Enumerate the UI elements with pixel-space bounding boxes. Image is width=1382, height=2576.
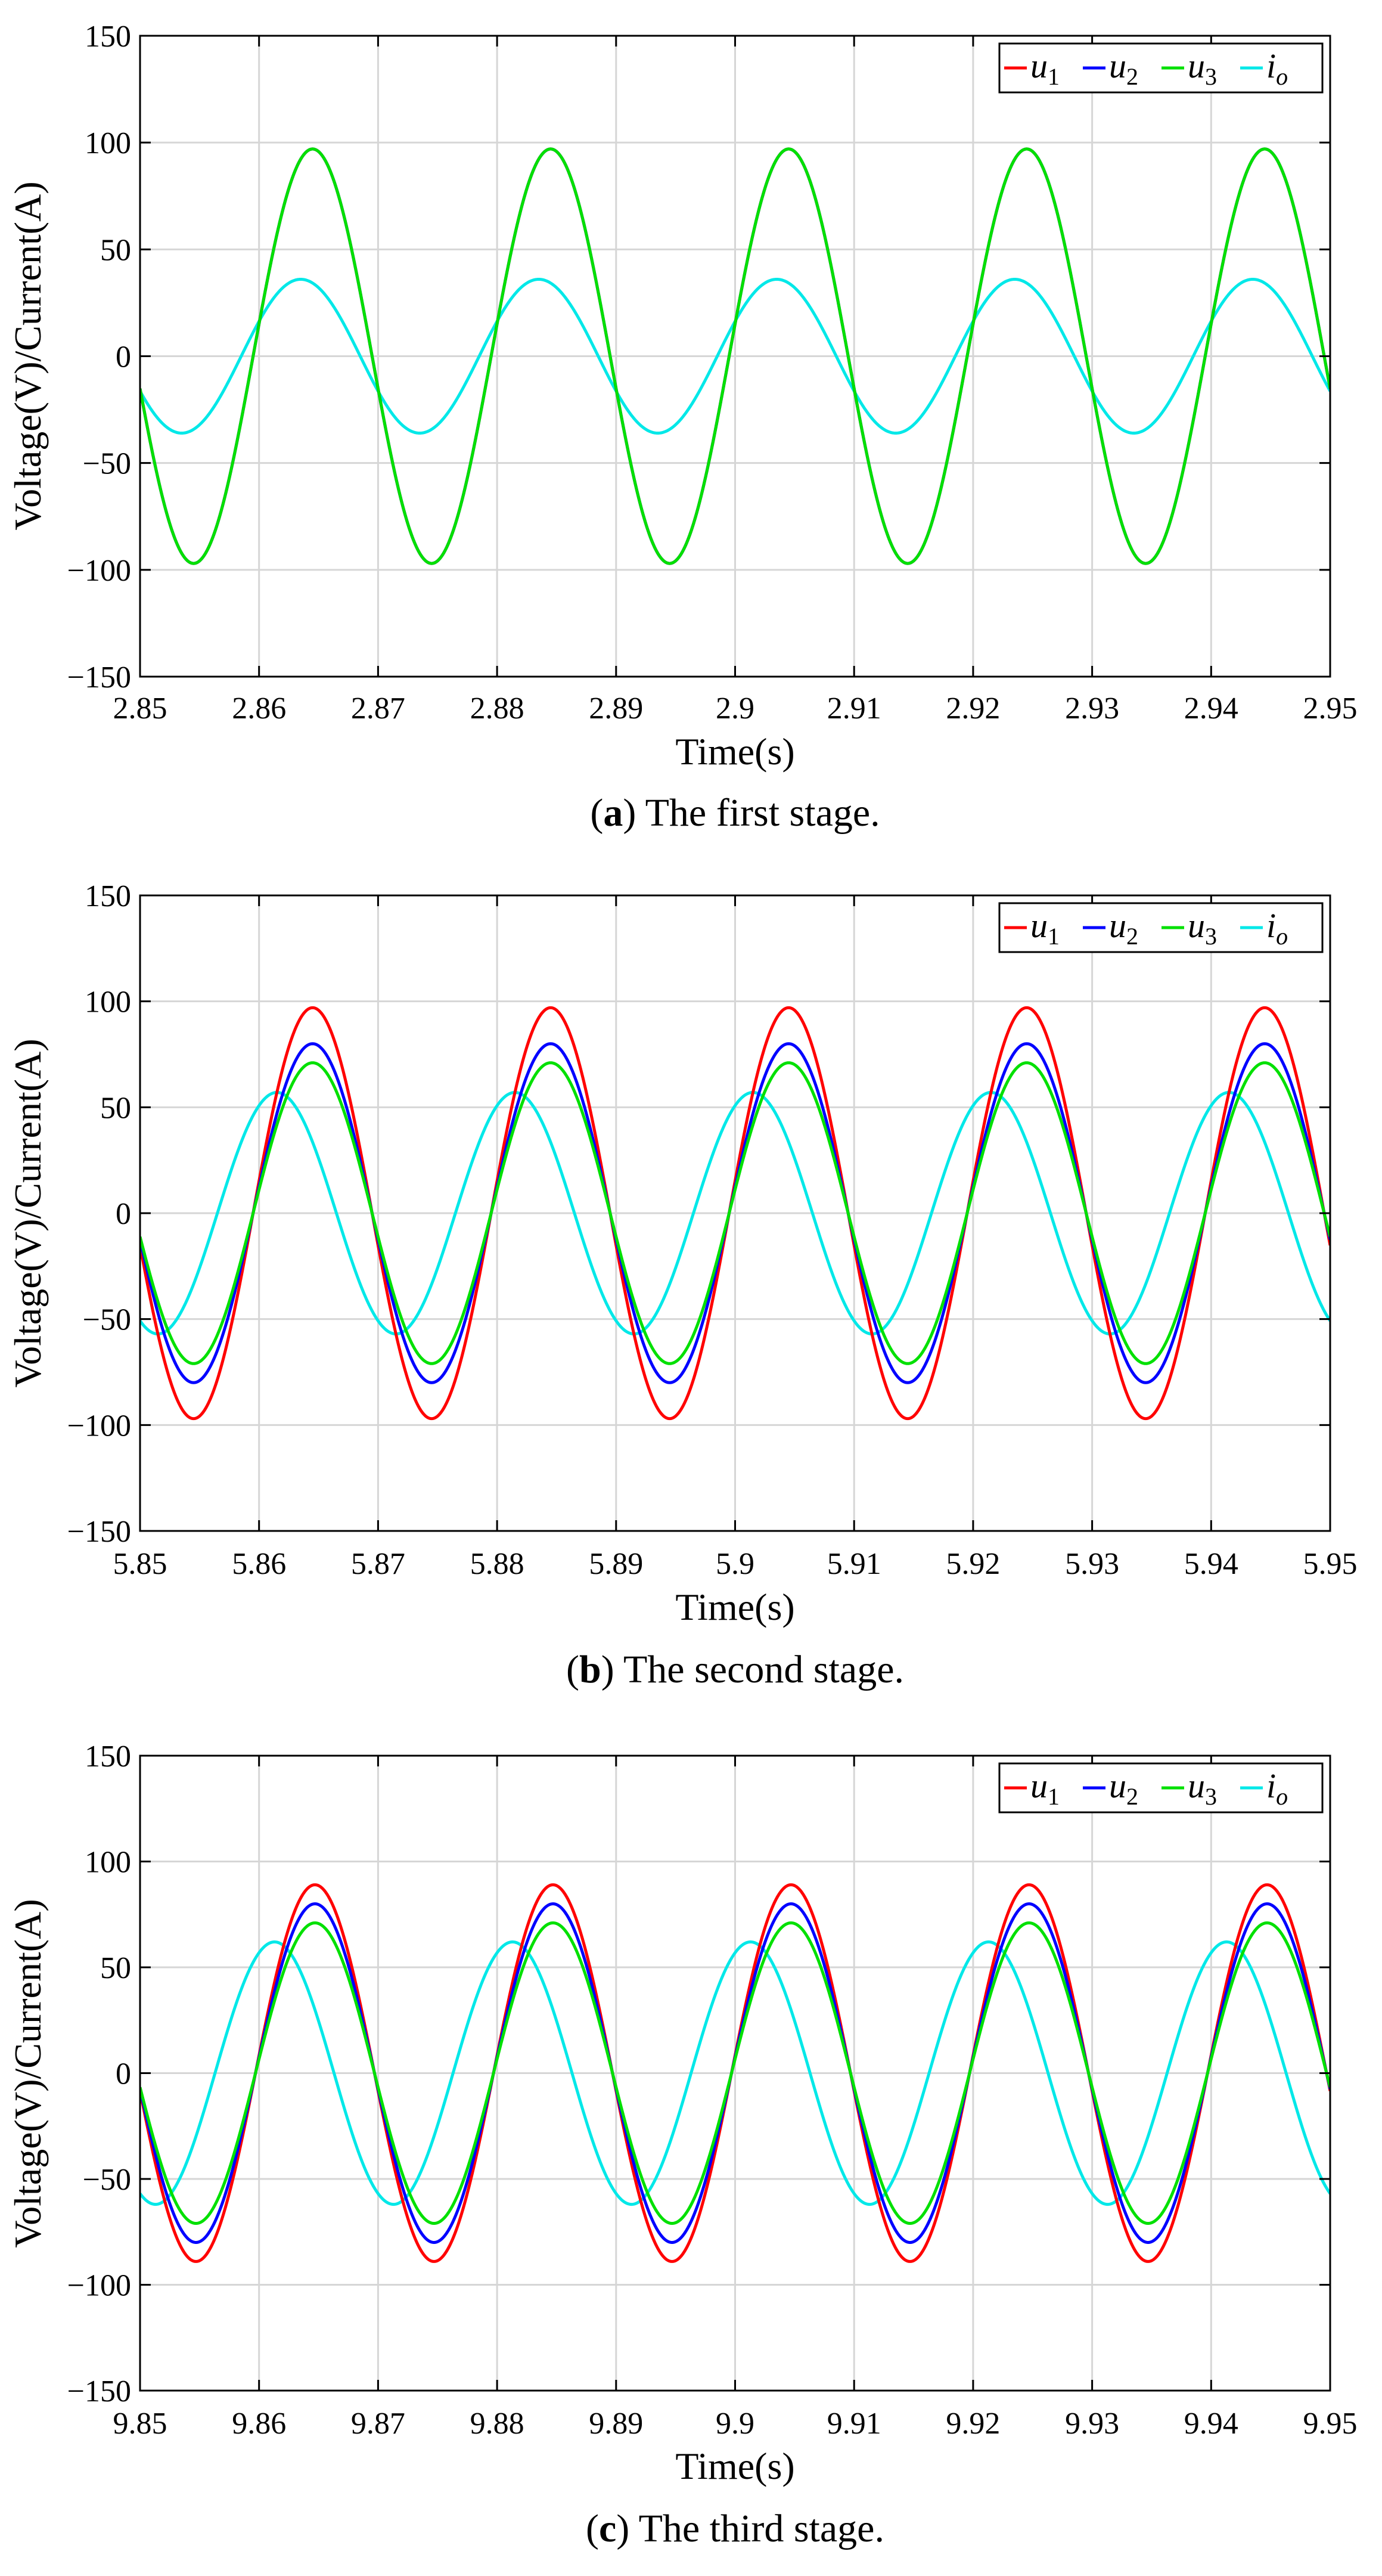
x-tick-label: 5.89 (589, 1547, 643, 1581)
x-tick-label: 9.85 (113, 2407, 167, 2441)
x-tick-label: 5.94 (1184, 1547, 1238, 1581)
legend-label-u1: u1 (1030, 1766, 1060, 1810)
legend-label-io: io (1266, 1766, 1288, 1810)
x-tick-label: 9.95 (1303, 2407, 1358, 2441)
legend-label-u1: u1 (1030, 906, 1060, 950)
x-tick-label: 5.9 (716, 1547, 754, 1581)
x-tick-label: 2.88 (470, 692, 524, 726)
x-tick-label: 9.89 (589, 2407, 643, 2441)
legend: u1 u2 u3 io (998, 42, 1324, 94)
legend-box (998, 1762, 1324, 1814)
chart-panel-c: 9.85 9.86 9.87 9.88 9.89 9.9 9.91 9.92 9.93 9.94 9… (7, 1740, 1358, 2550)
x-tick-label: 9.88 (470, 2407, 524, 2441)
x-tick-label: 5.86 (232, 1547, 286, 1581)
x-tick-label: 5.95 (1303, 1547, 1358, 1581)
y-tick-label: −100 (67, 1409, 131, 1443)
x-axis-title: Time(s) (675, 1586, 794, 1628)
y-tick-label: 150 (85, 20, 131, 54)
y-tick-label: 50 (100, 1091, 131, 1125)
y-tick-label: 50 (100, 1951, 131, 1985)
x-tick-label: 9.87 (351, 2407, 405, 2441)
series-line-u3 (140, 1061, 1330, 1365)
y-tick-label: 0 (116, 340, 131, 374)
x-tick-label: 9.94 (1184, 2407, 1238, 2441)
y-tick-label: −100 (67, 2269, 131, 2303)
legend-label-io: io (1266, 906, 1288, 950)
y-axis-title: Voltage(V)/Current(A) (7, 1039, 49, 1387)
legend-label-u3: u3 (1188, 906, 1217, 950)
y-tick-label: 0 (116, 2057, 131, 2091)
y-tick-label: 50 (100, 233, 131, 267)
x-tick-label: 5.93 (1065, 1547, 1119, 1581)
x-tick-label: 5.88 (470, 1547, 524, 1581)
x-tick-label: 2.89 (589, 692, 643, 726)
series-line-u3 (140, 1921, 1330, 2225)
legend: u1 u2 u3 io (998, 1762, 1324, 1814)
x-tick-label: 9.9 (716, 2407, 754, 2441)
y-tick-label: 150 (85, 879, 131, 913)
x-tick-label: 2.94 (1184, 692, 1238, 726)
x-tick-label: 2.86 (232, 692, 286, 726)
x-tick-label: 9.86 (232, 2407, 286, 2441)
y-tick-label: −150 (67, 661, 131, 695)
panel-caption: (c) The third stage. (586, 2507, 884, 2550)
x-tick-label: 9.93 (1065, 2407, 1119, 2441)
legend-label-u3: u3 (1188, 47, 1217, 90)
y-tick-label: 150 (85, 1740, 131, 1774)
legend-box (998, 902, 1324, 953)
legend-label-io: io (1266, 47, 1288, 90)
x-tick-label: 5.85 (113, 1547, 167, 1581)
y-axis-title: Voltage(V)/Current(A) (7, 1899, 49, 2248)
legend-label-u2: u2 (1109, 906, 1138, 950)
panel-caption: (a) The first stage. (590, 791, 880, 835)
x-axis-title: Time(s) (675, 730, 794, 773)
x-tick-label: 9.91 (827, 2407, 881, 2441)
y-tick-label: 100 (85, 1846, 131, 1880)
x-tick-label: 2.91 (827, 692, 881, 726)
series-line-io (140, 1090, 1330, 1336)
legend-label-u3: u3 (1188, 1766, 1217, 1810)
y-tick-label: −150 (67, 2374, 131, 2408)
x-tick-label: 2.92 (946, 692, 1000, 726)
x-tick-label: 5.92 (946, 1547, 1000, 1581)
series-line-io (140, 1940, 1330, 2206)
y-tick-label: 100 (85, 985, 131, 1019)
x-axis-title: Time(s) (675, 2445, 794, 2487)
x-tick-label: 5.87 (351, 1547, 405, 1581)
legend-label-u2: u2 (1109, 47, 1138, 90)
chart-panel-a: 2.85 2.86 2.87 2.88 2.89 2.9 2.91 2.92 2.93 2.94 2… (7, 20, 1358, 835)
legend-box (998, 42, 1324, 94)
series-line-u3 (140, 147, 1330, 565)
panel-caption: (b) The second stage. (566, 1648, 904, 1691)
x-tick-label: 2.9 (716, 692, 754, 726)
y-tick-label: −50 (83, 2163, 131, 2197)
x-tick-label: 2.93 (1065, 692, 1119, 726)
x-tick-label: 5.91 (827, 1547, 881, 1581)
legend-label-u2: u2 (1109, 1766, 1138, 1810)
legend-label-u1: u1 (1030, 47, 1060, 90)
y-tick-label: −150 (67, 1515, 131, 1549)
x-tick-label: 2.87 (351, 692, 405, 726)
x-tick-label: 2.95 (1303, 692, 1358, 726)
x-tick-label: 2.85 (113, 692, 167, 726)
y-tick-label: 100 (85, 126, 131, 160)
x-tick-label: 9.92 (946, 2407, 1000, 2441)
y-tick-label: −100 (67, 554, 131, 588)
y-tick-label: −50 (83, 447, 131, 481)
chart-panel-b: 5.85 5.86 5.87 5.88 5.89 5.9 5.91 5.92 5.93 5.94 5… (7, 879, 1358, 1691)
y-axis-title: Voltage(V)/Current(A) (7, 181, 49, 530)
y-tick-label: −50 (83, 1303, 131, 1337)
y-tick-label: 0 (116, 1197, 131, 1231)
legend: u1 u2 u3 io (998, 902, 1324, 953)
